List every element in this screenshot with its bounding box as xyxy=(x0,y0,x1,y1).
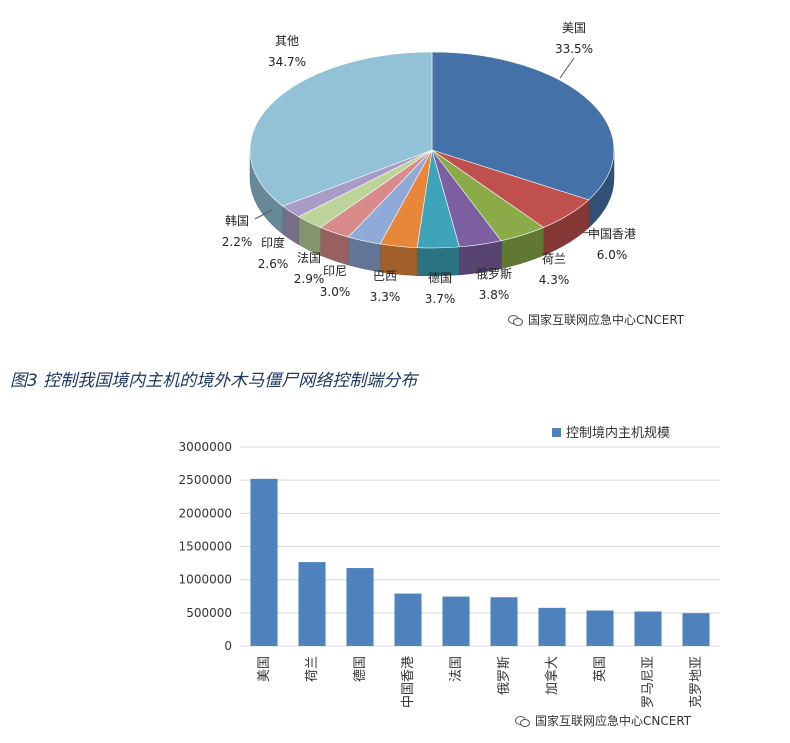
pie-label: 法国 xyxy=(297,251,321,265)
pie-chart: 美国 33.5% 中国香港 6.0% 荷兰 4.3% 俄罗斯 3.8% 德国 3.7% 巴西 3.3%… xyxy=(222,21,636,306)
pie-sides xyxy=(249,149,615,277)
watermark-text: 国家互联网应急中心CNCERT xyxy=(528,313,685,327)
bar-罗马尼亚 xyxy=(634,611,662,646)
x-tick-label: 克罗地亚 xyxy=(689,656,704,708)
y-tick-label: 2000000 xyxy=(179,506,232,520)
watermark-text: 国家互联网应急中心CNCERT xyxy=(535,714,692,728)
pie-slice-美国 xyxy=(431,51,615,201)
pie-label: 印度 xyxy=(261,235,285,250)
pie-label: 其他 xyxy=(275,34,299,48)
x-tick-label: 俄罗斯 xyxy=(497,656,512,695)
watermark-top: 国家互联网应急中心CNCERT xyxy=(508,311,684,328)
figure-caption: 图3 控制我国境内主机的境外木马僵尸网络控制端分布 xyxy=(10,371,418,391)
legend-label: 控制境内主机规模 xyxy=(566,425,670,441)
pie-label: 荷兰 xyxy=(542,252,566,266)
x-tick-label: 中国香港 xyxy=(401,656,416,708)
pie-value-label: 3.8% xyxy=(479,288,510,302)
y-tick-label: 0 xyxy=(224,639,232,653)
pie-label: 中国香港 xyxy=(588,226,636,241)
pie-value-label: 33.5% xyxy=(555,42,593,56)
pie-value-label: 2.6% xyxy=(258,257,289,271)
bar-法国 xyxy=(442,596,470,646)
bar-chart: 0 500000 1000000 1500000 2000000 2500000 30000… xyxy=(179,425,720,708)
x-tick-label: 德国 xyxy=(353,656,368,682)
x-tick-label: 荷兰 xyxy=(305,656,320,682)
pie-value-label: 2.2% xyxy=(222,235,253,249)
pie-label: 德国 xyxy=(428,270,452,285)
pie-value-label: 34.7% xyxy=(268,55,306,69)
pie-value-label: 4.3% xyxy=(539,273,570,287)
bar-加拿大 xyxy=(538,607,566,646)
wechat-icon xyxy=(515,715,530,727)
watermark-bottom: 国家互联网应急中心CNCERT xyxy=(515,712,691,729)
bar-x-labels: 美国 荷兰 德国 中国香港 法国 俄罗斯 加拿大 英国 罗马尼亚 克罗地亚 xyxy=(257,656,704,708)
leader-line xyxy=(577,231,599,234)
bar-德国 xyxy=(346,568,374,646)
y-tick-label: 1000000 xyxy=(179,573,232,587)
x-tick-label: 英国 xyxy=(593,656,608,682)
legend: 控制境内主机规模 xyxy=(552,425,670,441)
pie-labels: 美国 33.5% 中国香港 6.0% 荷兰 4.3% 俄罗斯 3.8% 德国 3.7% 巴西 3.3%… xyxy=(222,21,636,306)
pie-value-label: 6.0% xyxy=(597,248,628,262)
x-tick-label: 美国 xyxy=(257,656,272,682)
bar-克罗地亚 xyxy=(682,613,710,646)
pie-value-label: 2.9% xyxy=(294,272,325,286)
bar-英国 xyxy=(586,610,614,646)
leader-line xyxy=(559,57,575,79)
x-tick-label: 加拿大 xyxy=(544,656,560,695)
x-tick-label: 法国 xyxy=(449,656,464,682)
pie-value-label: 3.3% xyxy=(370,290,401,304)
pie-value-label: 3.0% xyxy=(320,285,351,299)
wechat-icon xyxy=(508,314,523,326)
pie-label: 俄罗斯 xyxy=(476,267,512,281)
pie-slice-其他 xyxy=(249,51,433,207)
pie-label: 印尼 xyxy=(323,264,347,278)
legend-swatch xyxy=(552,428,561,437)
bar-中国香港 xyxy=(394,593,422,646)
bar-俄罗斯 xyxy=(490,597,518,646)
pie-label: 韩国 xyxy=(225,213,249,228)
y-tick-label: 3000000 xyxy=(179,440,232,454)
x-tick-label: 罗马尼亚 xyxy=(641,656,656,708)
pie-value-label: 3.7% xyxy=(425,292,456,306)
y-tick-label: 2500000 xyxy=(179,473,232,487)
y-tick-label: 500000 xyxy=(186,606,232,620)
pie-top xyxy=(249,51,615,249)
y-tick-label: 1500000 xyxy=(179,540,232,554)
leader-line xyxy=(254,209,273,220)
bar-bars xyxy=(250,478,710,646)
pie-label: 巴西 xyxy=(373,269,397,283)
bar-y-ticks: 0 500000 1000000 1500000 2000000 2500000 30000… xyxy=(179,440,232,653)
pie-label: 美国 xyxy=(562,21,586,35)
bar-美国 xyxy=(250,478,278,646)
bar-荷兰 xyxy=(298,562,326,646)
